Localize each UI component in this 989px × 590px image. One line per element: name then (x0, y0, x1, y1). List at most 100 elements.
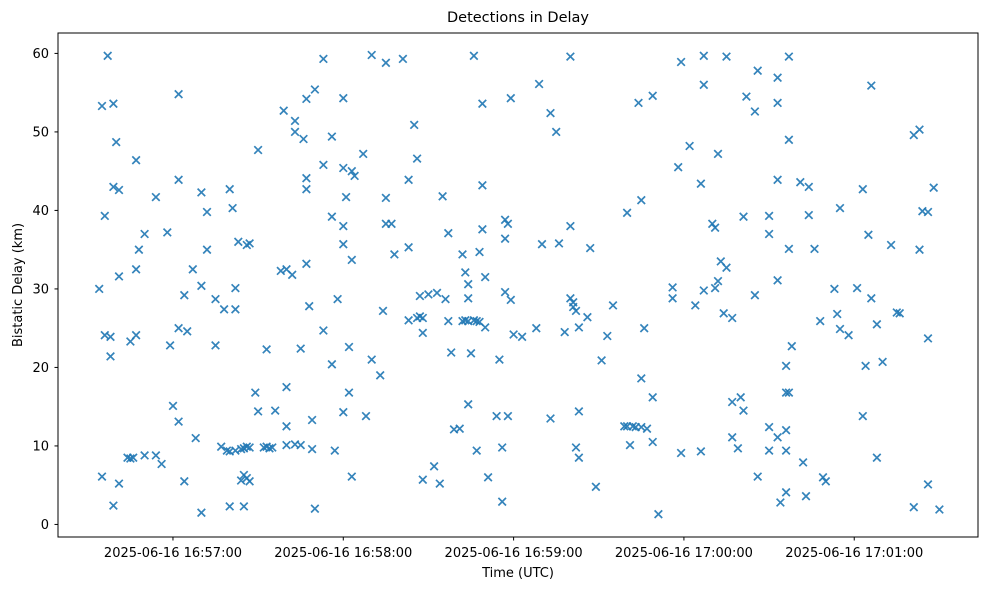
scatter-marker-x-icon (483, 472, 493, 482)
scatter-marker-x-icon (304, 301, 314, 311)
scatter-marker-x-icon (872, 453, 882, 463)
scatter-marker-x-icon (781, 425, 791, 435)
scatter-marker-x-icon (886, 240, 896, 250)
scatter-marker-x-icon (134, 245, 144, 255)
scatter-marker-x-icon (477, 99, 487, 109)
y-tick-label: 40 (32, 204, 49, 219)
scatter-marker-x-icon (438, 191, 448, 201)
scatter-marker-x-icon (358, 149, 368, 159)
scatter-marker-x-icon (114, 185, 124, 195)
scatter-marker-x-icon (636, 422, 646, 432)
scatter-marker-x-icon (500, 234, 510, 244)
scatter-marker-x-icon (764, 211, 774, 221)
x-axis-label: Time (UTC) (481, 566, 554, 581)
scatter-marker-x-icon (506, 295, 516, 305)
scatter-marker-x-icon (753, 66, 763, 76)
scatter-marker-x-icon (162, 227, 172, 237)
scatter-marker-x-icon (861, 361, 871, 371)
scatter-marker-x-icon (795, 177, 805, 187)
scatter-marker-x-icon (582, 312, 592, 322)
scatter-marker-x-icon (404, 242, 414, 252)
scatter-marker-x-icon (114, 271, 124, 281)
scatter-marker-x-icon (250, 388, 260, 398)
scatter-marker-x-icon (750, 107, 760, 116)
scatter-marker-x-icon (477, 224, 487, 234)
scatter-marker-x-icon (455, 424, 465, 434)
scatter-marker-x-icon (608, 300, 618, 310)
scatter-marker-x-icon (211, 294, 220, 304)
scatter-marker-x-icon (222, 446, 232, 456)
scatter-marker-x-icon (196, 281, 206, 291)
scatter-marker-x-icon (108, 501, 118, 511)
scatter-marker-x-icon (387, 219, 396, 229)
x-tick-label: 2025-06-16 17:00:00 (615, 546, 753, 561)
y-tick-label: 50 (32, 125, 49, 140)
scatter-marker-x-icon (571, 443, 581, 452)
scatter-marker-x-icon (727, 432, 737, 442)
scatter-marker-x-icon (835, 324, 845, 334)
scatter-marker-x-icon (710, 223, 720, 233)
scatter-marker-x-icon (415, 291, 425, 301)
scatter-marker-x-icon (341, 192, 351, 202)
scatter-marker-x-icon (327, 132, 337, 142)
scatter-marker-x-icon (554, 238, 564, 248)
y-tick-label: 60 (32, 47, 49, 62)
scatter-marker-x-icon (480, 272, 490, 282)
scatter-marker-x-icon (923, 207, 933, 217)
scatter-marker-x-icon (94, 284, 104, 294)
scatter-marker-x-icon (432, 288, 442, 298)
scatter-marker-x-icon (685, 141, 695, 151)
scatter-marker-x-icon (892, 308, 902, 317)
scatter-marker-x-icon (296, 440, 306, 450)
scatter-marker-x-icon (338, 407, 348, 417)
scatter-marker-x-icon (710, 283, 720, 293)
scatter-marker-x-icon (378, 306, 388, 316)
scatter-marker-x-icon (500, 287, 510, 297)
scatter-marker-x-icon (299, 134, 308, 144)
scatter-marker-x-icon (347, 166, 357, 176)
scatter-marker-x-icon (174, 89, 184, 99)
scatter-marker-x-icon (690, 300, 700, 310)
scatter-marker-x-icon (787, 341, 797, 351)
scatter-marker-x-icon (182, 326, 192, 336)
scatter-marker-x-icon (347, 255, 357, 265)
scatter-marker-x-icon (106, 351, 115, 361)
scatter-marker-x-icon (287, 270, 297, 280)
scatter-marker-x-icon (128, 453, 138, 463)
scatter-marker-x-icon (821, 476, 831, 486)
scatter-marker-x-icon (279, 106, 289, 116)
scatter-marker-x-icon (829, 284, 839, 294)
scatter-marker-x-icon (923, 479, 933, 489)
scatter-marker-x-icon (560, 327, 570, 337)
y-tick-label: 30 (32, 282, 49, 297)
scatter-marker-x-icon (753, 472, 763, 482)
scatter-marker-x-icon (97, 101, 107, 111)
scatter-marker-x-icon (310, 85, 320, 94)
scatter-marker-x-icon (781, 388, 791, 398)
scatter-marker-x-icon (773, 432, 783, 442)
scatter-marker-x-icon (131, 155, 141, 165)
scatter-marker-x-icon (236, 476, 246, 485)
scatter-marker-x-icon (722, 263, 731, 273)
scatter-marker-x-icon (597, 355, 607, 365)
scatter-marker-x-icon (225, 501, 235, 511)
scatter-marker-x-icon (301, 173, 311, 183)
scatter-marker-x-icon (211, 340, 220, 350)
scatter-marker-x-icon (784, 244, 794, 254)
scatter-marker-x-icon (262, 344, 272, 354)
scatter-marker-x-icon (773, 98, 783, 108)
scatter-marker-x-icon (389, 249, 399, 259)
scatter-marker-x-icon (179, 476, 189, 486)
scatter-marker-x-icon (239, 501, 249, 511)
scatter-marker-x-icon (398, 54, 408, 64)
scatter-marker-x-icon (466, 348, 476, 358)
scatter-marker-x-icon (228, 203, 238, 213)
scatter-marker-x-icon (327, 212, 337, 222)
scatter-marker-x-icon (219, 304, 229, 314)
scatter-marker-x-icon (307, 415, 317, 425)
scatter-marker-x-icon (798, 457, 808, 467)
scatter-marker-x-icon (784, 52, 794, 62)
axes-frame (57, 32, 979, 538)
x-tick-label: 2025-06-16 16:59:00 (445, 546, 583, 561)
scatter-marker-x-icon (472, 446, 482, 456)
